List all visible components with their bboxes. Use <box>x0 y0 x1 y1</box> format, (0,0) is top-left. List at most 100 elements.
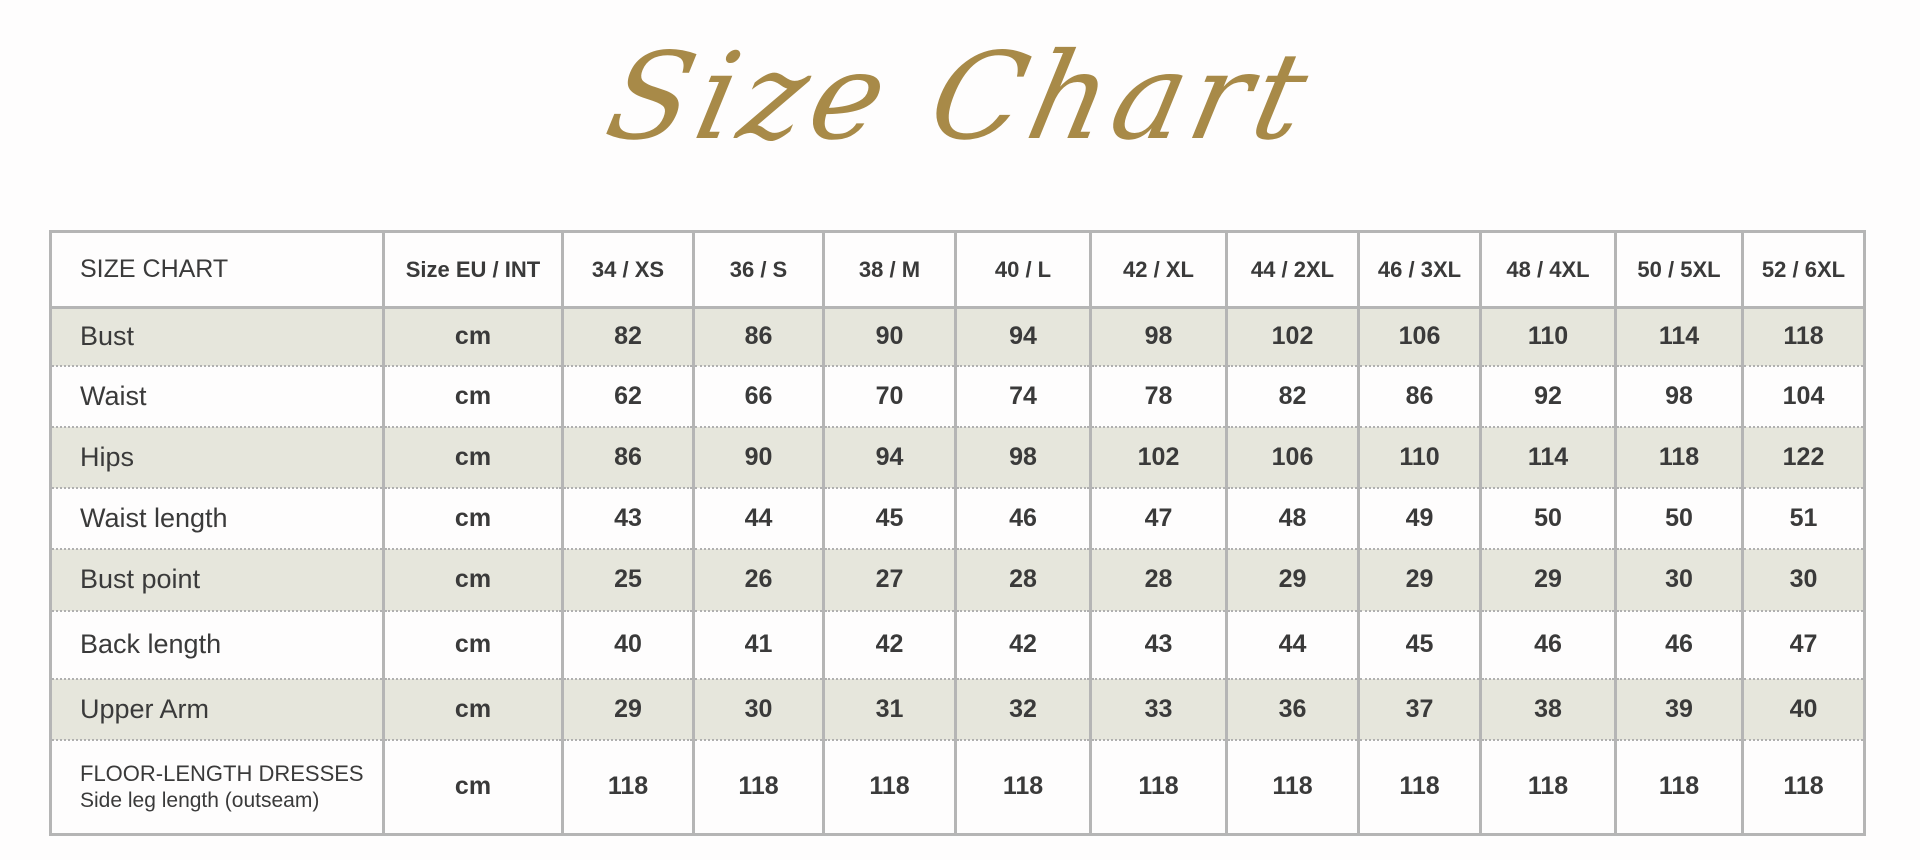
unit-cell: cm <box>382 426 564 488</box>
value-cell: 118 <box>1741 307 1866 366</box>
unit-cell: cm <box>382 678 564 740</box>
value-cell: 32 <box>954 678 1092 740</box>
size-column-header: 38 / M <box>822 231 957 309</box>
value-cell: 78 <box>1089 365 1228 427</box>
value-cell: 33 <box>1089 678 1228 740</box>
value-cell: 98 <box>954 426 1092 488</box>
measurement-label: Waist <box>49 365 385 427</box>
unit-cell: cm <box>382 548 564 611</box>
value-cell: 44 <box>1225 610 1360 679</box>
value-cell: 28 <box>954 548 1092 611</box>
value-cell: 98 <box>1089 307 1228 366</box>
value-cell: 110 <box>1479 307 1617 366</box>
value-cell: 110 <box>1357 426 1482 488</box>
value-cell: 50 <box>1479 487 1617 549</box>
value-cell: 29 <box>1357 548 1482 611</box>
size-column-header: 36 / S <box>692 231 825 309</box>
value-cell: 90 <box>822 307 957 366</box>
unit-column-header: Size EU / INT <box>382 231 564 309</box>
value-cell: 42 <box>822 610 957 679</box>
value-cell: 70 <box>822 365 957 427</box>
value-cell: 25 <box>561 548 695 611</box>
value-cell: 86 <box>692 307 825 366</box>
table-row: Back length cm 40 41 42 42 43 44 45 46 46 47 <box>49 610 1866 679</box>
measurement-label: Upper Arm <box>49 678 385 740</box>
value-cell: 118 <box>954 739 1092 835</box>
measurement-label-text: FLOOR-LENGTH DRESSES <box>80 760 364 786</box>
value-cell: 43 <box>561 487 695 549</box>
value-cell: 102 <box>1225 307 1360 366</box>
value-cell: 114 <box>1479 426 1617 488</box>
value-cell: 102 <box>1089 426 1228 488</box>
value-cell: 38 <box>1479 678 1617 740</box>
table-title-header: SIZE CHART <box>49 231 385 309</box>
value-cell: 118 <box>692 739 825 835</box>
value-cell: 92 <box>1479 365 1617 427</box>
value-cell: 29 <box>1479 548 1617 611</box>
value-cell: 47 <box>1089 487 1228 549</box>
value-cell: 44 <box>692 487 825 549</box>
value-cell: 90 <box>692 426 825 488</box>
value-cell: 118 <box>1357 739 1482 835</box>
size-column-header: 42 / XL <box>1089 231 1228 309</box>
value-cell: 98 <box>1614 365 1744 427</box>
value-cell: 29 <box>561 678 695 740</box>
size-chart-table: SIZE CHART Size EU / INT 34 / XS 36 / S 38 /… <box>49 230 1866 836</box>
size-column-header: 52 / 6XL <box>1741 231 1866 309</box>
measurement-label: Bust <box>49 307 385 366</box>
size-column-header: 34 / XS <box>561 231 695 309</box>
value-cell: 62 <box>561 365 695 427</box>
measurement-label: FLOOR-LENGTH DRESSES Side leg length (out… <box>49 739 385 835</box>
value-cell: 30 <box>1614 548 1744 611</box>
value-cell: 118 <box>1479 739 1617 835</box>
header-row: SIZE CHART Size EU / INT 34 / XS 36 / S 38 /… <box>49 231 1866 309</box>
value-cell: 82 <box>561 307 695 366</box>
value-cell: 48 <box>1225 487 1360 549</box>
value-cell: 118 <box>1089 739 1228 835</box>
value-cell: 51 <box>1741 487 1866 549</box>
value-cell: 118 <box>1225 739 1360 835</box>
size-column-header: 40 / L <box>954 231 1092 309</box>
value-cell: 43 <box>1089 610 1228 679</box>
table-row: FLOOR-LENGTH DRESSES Side leg length (out… <box>49 739 1866 835</box>
value-cell: 74 <box>954 365 1092 427</box>
value-cell: 45 <box>822 487 957 549</box>
value-cell: 118 <box>1614 426 1744 488</box>
value-cell: 42 <box>954 610 1092 679</box>
value-cell: 46 <box>954 487 1092 549</box>
value-cell: 86 <box>561 426 695 488</box>
measurement-label: Hips <box>49 426 385 488</box>
value-cell: 31 <box>822 678 957 740</box>
value-cell: 122 <box>1741 426 1866 488</box>
table-row: Hips cm 86 90 94 98 102 106 110 114 118 122 <box>49 426 1866 488</box>
table-row: Waist cm 62 66 70 74 78 82 86 92 98 104 <box>49 365 1866 427</box>
value-cell: 114 <box>1614 307 1744 366</box>
unit-cell: cm <box>382 307 564 366</box>
table-row: Waist length cm 43 44 45 46 47 48 49 50 50 51 <box>49 487 1866 549</box>
size-column-header: 46 / 3XL <box>1357 231 1482 309</box>
value-cell: 106 <box>1357 307 1482 366</box>
value-cell: 118 <box>561 739 695 835</box>
value-cell: 41 <box>692 610 825 679</box>
value-cell: 46 <box>1614 610 1744 679</box>
value-cell: 118 <box>1741 739 1866 835</box>
value-cell: 118 <box>822 739 957 835</box>
unit-cell: cm <box>382 610 564 679</box>
value-cell: 30 <box>692 678 825 740</box>
value-cell: 82 <box>1225 365 1360 427</box>
value-cell: 47 <box>1741 610 1866 679</box>
value-cell: 86 <box>1357 365 1482 427</box>
measurement-label: Waist length <box>49 487 385 549</box>
value-cell: 27 <box>822 548 957 611</box>
value-cell: 39 <box>1614 678 1744 740</box>
value-cell: 40 <box>1741 678 1866 740</box>
value-cell: 45 <box>1357 610 1482 679</box>
value-cell: 94 <box>954 307 1092 366</box>
measurement-label: Bust point <box>49 548 385 611</box>
size-column-header: 50 / 5XL <box>1614 231 1744 309</box>
size-column-header: 48 / 4XL <box>1479 231 1617 309</box>
size-column-header: 44 / 2XL <box>1225 231 1360 309</box>
table-row: Upper Arm cm 29 30 31 32 33 36 37 38 39 40 <box>49 678 1866 740</box>
value-cell: 50 <box>1614 487 1744 549</box>
value-cell: 66 <box>692 365 825 427</box>
